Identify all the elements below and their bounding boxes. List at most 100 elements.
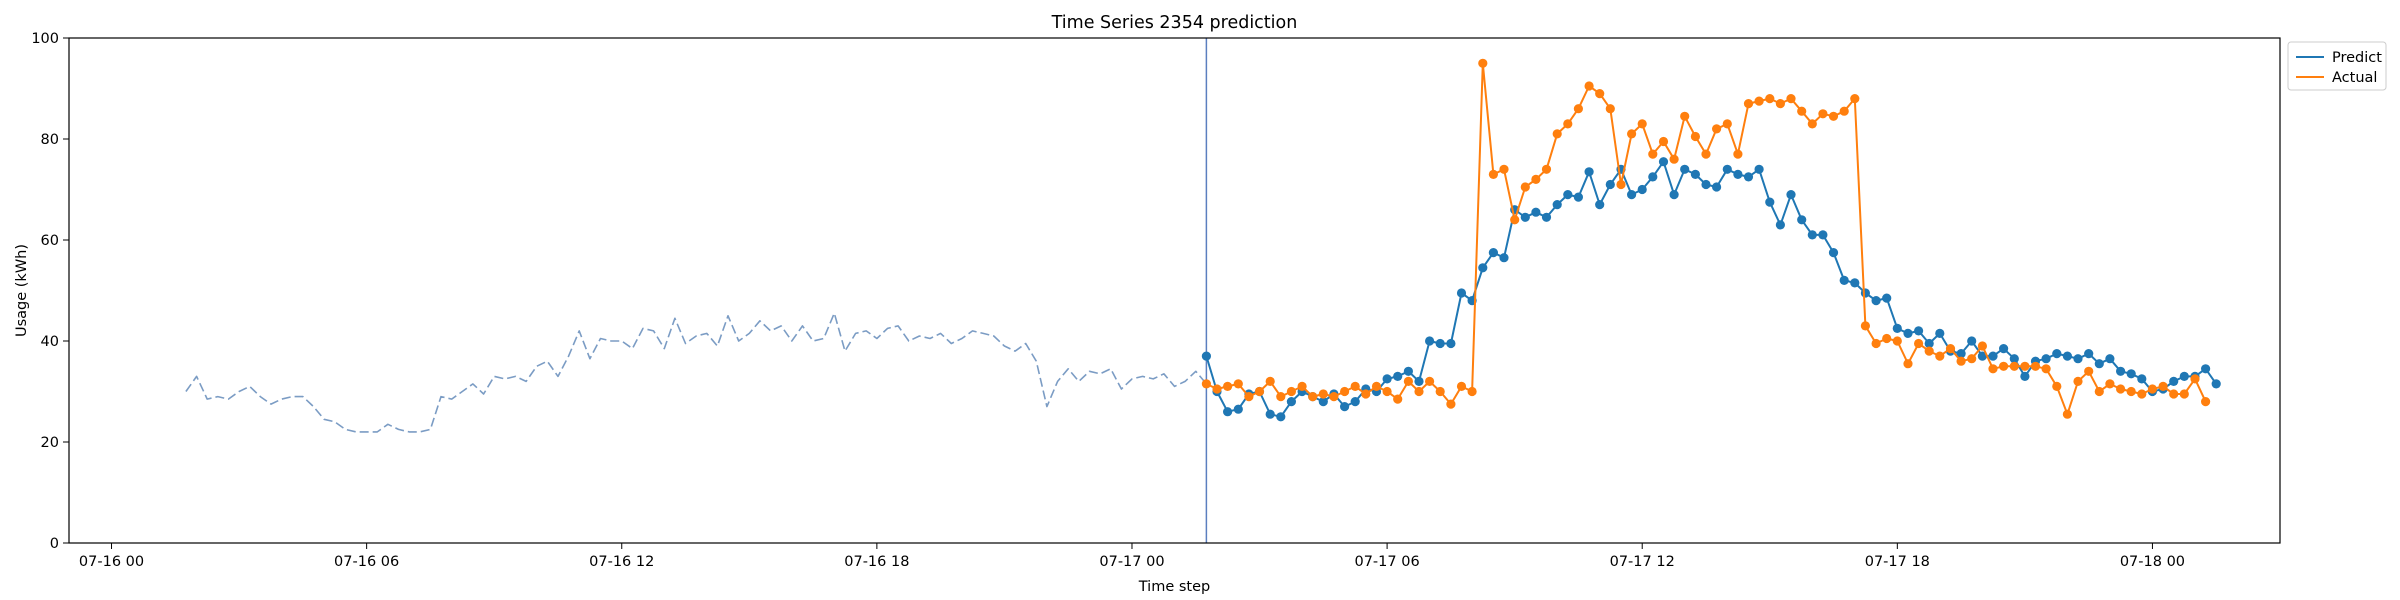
legend: Predict Actual (2287, 41, 2387, 91)
data-point-actual (2190, 374, 2200, 384)
data-point-predict (1733, 169, 1743, 179)
data-point-actual (1212, 384, 1222, 394)
data-point-predict (1648, 172, 1658, 182)
data-point-predict (1871, 296, 1881, 306)
data-point-actual (1627, 129, 1637, 139)
data-point-predict (1935, 328, 1945, 338)
data-point-actual (1201, 379, 1211, 389)
data-point-actual (2179, 389, 2189, 399)
data-point-predict (1988, 351, 1998, 361)
data-point-actual (1520, 182, 1530, 192)
data-point-actual (1510, 215, 1520, 225)
y-tick-label: 100 (31, 31, 59, 47)
x-tick-label: 07-16 12 (589, 554, 654, 570)
data-point-actual (1276, 392, 1286, 402)
data-point-actual (1733, 149, 1743, 159)
data-point-actual (1669, 154, 1679, 164)
data-point-actual (2041, 364, 2051, 374)
data-point-predict (1977, 351, 1987, 361)
data-point-predict (2020, 371, 2030, 381)
x-tick-label: 07-17 12 (1610, 554, 1675, 570)
data-point-actual (1712, 124, 1722, 134)
data-point-predict (2041, 354, 2051, 364)
data-point-actual (2116, 384, 2126, 394)
data-point-actual (1478, 58, 1488, 68)
data-point-actual (1297, 381, 1307, 391)
data-point-actual (1807, 119, 1817, 129)
plot-frame (68, 37, 2281, 544)
data-point-predict (1276, 412, 1286, 422)
data-point-actual (1637, 119, 1647, 129)
x-tick-label: 07-16 18 (844, 554, 909, 570)
data-point-predict (1499, 253, 1509, 263)
data-point-predict (1712, 182, 1722, 192)
y-tick-label: 60 (41, 233, 59, 249)
data-point-predict (1637, 184, 1647, 195)
data-point-predict (1839, 275, 1849, 285)
data-point-actual (1488, 169, 1498, 179)
data-point-actual (1818, 109, 1828, 119)
data-point-actual (1467, 386, 1477, 397)
data-point-actual (2084, 366, 2094, 376)
data-point-actual (1499, 164, 1509, 174)
data-point-predict (1850, 278, 1860, 288)
data-point-actual (2137, 389, 2147, 399)
data-point-actual (1892, 336, 1902, 346)
data-point-actual (1456, 381, 1467, 391)
data-point-actual (1903, 359, 1913, 369)
legend-label-actual: Actual (2332, 70, 2377, 86)
data-point-actual (1871, 338, 1881, 349)
data-point-predict (1882, 293, 1892, 303)
data-point-actual (1254, 386, 1265, 397)
x-tick-label: 07-17 18 (1865, 554, 1930, 570)
data-point-actual (2062, 409, 2072, 419)
data-point-predict (2084, 349, 2094, 359)
data-point-actual (1595, 89, 1605, 99)
y-tick-label: 0 (50, 536, 59, 552)
data-point-actual (1754, 96, 1764, 106)
data-point-actual (1531, 174, 1541, 184)
data-point-predict (1860, 288, 1870, 298)
data-point-predict (1552, 200, 1562, 210)
data-point-predict (1403, 366, 1413, 376)
data-point-actual (1233, 379, 1243, 389)
data-point-predict (1743, 172, 1754, 182)
data-point-predict (1956, 349, 1966, 359)
data-point-actual (1977, 341, 1987, 351)
data-point-predict (1563, 190, 1573, 200)
data-point-actual (1839, 106, 1849, 116)
series-line-history (185, 312, 1208, 433)
data-point-predict (1797, 215, 1807, 225)
data-point-predict (1531, 207, 1541, 217)
data-point-predict (1903, 328, 1913, 338)
data-point-predict (2137, 374, 2147, 384)
data-point-actual (1616, 179, 1626, 190)
data-point-actual (1318, 389, 1328, 399)
data-point-actual (1775, 99, 1785, 109)
data-point-predict (1775, 220, 1785, 230)
y-tick-label: 20 (41, 435, 59, 451)
data-point-actual (1680, 111, 1690, 121)
data-point-actual (1690, 131, 1700, 142)
data-point-actual (1999, 361, 2009, 371)
data-point-predict (2105, 354, 2115, 364)
data-point-predict (1350, 397, 1360, 407)
data-point-predict (1393, 371, 1403, 381)
data-point-predict (1892, 323, 1902, 333)
y-tick-label: 80 (41, 132, 59, 148)
data-point-actual (1361, 389, 1371, 399)
data-point-predict (1605, 179, 1615, 190)
data-point-predict (1818, 230, 1828, 240)
data-point-actual (1371, 381, 1382, 391)
data-point-actual (1648, 149, 1658, 159)
data-point-predict (1967, 336, 1977, 346)
data-point-predict (2062, 351, 2072, 361)
plot-area (185, 38, 2221, 543)
data-point-predict (2116, 366, 2126, 376)
data-point-actual (1223, 381, 1233, 391)
y-tick-label: 40 (41, 334, 59, 350)
data-point-predict (1627, 190, 1637, 200)
data-point-predict (1924, 338, 1934, 349)
data-point-actual (1563, 119, 1573, 129)
x-tick-label: 07-17 06 (1354, 554, 1419, 570)
